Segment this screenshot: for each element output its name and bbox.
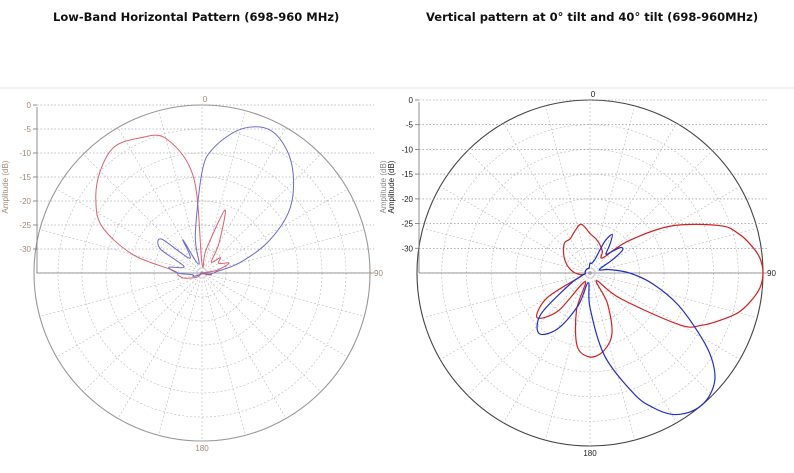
pattern-series-1 — [536, 223, 764, 358]
grid-spoke — [39, 229, 203, 274]
grid-spoke — [201, 272, 287, 419]
grid-spoke — [589, 227, 758, 274]
grid-spoke — [158, 110, 203, 274]
grid-spoke — [440, 272, 591, 360]
pattern-series-2 — [157, 126, 295, 277]
amplitude-tick-label: -20 — [19, 197, 31, 206]
amplitude-axis-label: Amplitude (dB) — [1, 160, 10, 213]
grid-spoke — [117, 272, 203, 419]
grid-spoke — [589, 186, 740, 274]
amplitude-tick-label: -15 — [19, 173, 31, 182]
amplitude-tick-label: -20 — [401, 195, 413, 204]
angle-label: 90 — [767, 269, 776, 278]
amplitude-axis-label-shadow: Amplitude (dB) — [379, 160, 388, 213]
right-chart-title: Vertical pattern at 0° tilt and 40° tilt… — [426, 10, 759, 24]
grid-spoke — [440, 186, 591, 274]
grid-spoke — [589, 105, 636, 274]
grid-spoke — [544, 105, 591, 274]
amplitude-tick-label: -10 — [19, 149, 31, 158]
amplitude-tick-label: -15 — [401, 170, 413, 179]
left-chart-title: Low-Band Horizontal Pattern (698-960 MHz… — [53, 10, 340, 24]
polar-chart-2: 0 -5 -10 -15 -20 -25 -30 Amplitude (dB)Amplitud… — [379, 87, 794, 458]
amplitude-tick-label: -10 — [401, 145, 413, 154]
amplitude-tick-label: -30 — [401, 244, 413, 253]
amplitude-tick-label: -5 — [406, 121, 414, 130]
grid-spoke — [201, 272, 322, 393]
grid-spoke — [39, 272, 203, 317]
polar-chart-1: 0 -5 -10 -15 -20 -25 -30 Amplitude (dB) 0 90 180 — [0, 87, 394, 453]
grid-spoke — [201, 272, 246, 436]
pattern-series-1 — [95, 134, 230, 279]
grid-spoke — [589, 272, 713, 396]
amplitude-axis-label: Amplitude (dB) — [387, 160, 396, 213]
grid-spoke — [589, 272, 740, 360]
grid-spoke — [589, 272, 636, 441]
amplitude-tick-label: 0 — [27, 101, 32, 110]
grid-spoke — [422, 227, 591, 274]
pattern-series-2 — [536, 233, 716, 416]
grid-spoke — [467, 272, 591, 396]
amplitude-tick-label: 0 — [409, 96, 414, 105]
grid-spoke — [201, 229, 365, 274]
grid-spoke — [56, 188, 203, 274]
grid-spoke — [201, 272, 348, 358]
grid-spoke — [503, 272, 591, 423]
grid-spoke — [503, 123, 591, 274]
grid-spoke — [589, 123, 677, 274]
amplitude-tick-label: -5 — [24, 125, 32, 134]
grid-spoke — [422, 272, 591, 319]
amplitude-tick-label: -30 — [19, 245, 31, 254]
angle-label: 0 — [591, 90, 596, 99]
grid-spoke — [82, 272, 203, 393]
angle-label: 90 — [374, 269, 383, 278]
amplitude-tick-label: -25 — [401, 220, 413, 229]
amplitude-tick-label: -25 — [19, 221, 31, 230]
grid-spoke — [201, 127, 287, 274]
grid-spoke — [56, 272, 203, 358]
grid-spoke — [589, 272, 758, 319]
grid-spoke — [201, 110, 246, 274]
angle-label: 180 — [195, 444, 209, 453]
grid-spoke — [201, 272, 365, 317]
angle-label: 180 — [583, 449, 597, 458]
grid-spoke — [544, 272, 591, 441]
grid-spoke — [201, 188, 348, 274]
grid-spoke — [201, 153, 322, 274]
grid-spoke — [589, 272, 677, 423]
grid-spoke — [467, 150, 591, 274]
angle-label: 0 — [203, 95, 208, 104]
grid-spoke — [158, 272, 203, 436]
